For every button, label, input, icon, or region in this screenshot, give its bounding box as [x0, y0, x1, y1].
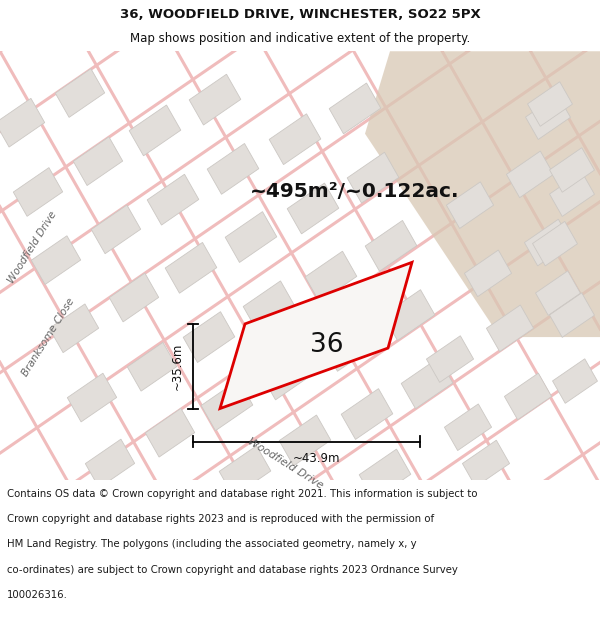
Polygon shape [261, 349, 313, 400]
Polygon shape [91, 205, 140, 254]
Text: ~35.6m: ~35.6m [170, 342, 184, 390]
Polygon shape [533, 221, 577, 266]
Polygon shape [446, 182, 494, 229]
Polygon shape [359, 449, 411, 500]
Polygon shape [550, 172, 595, 216]
Text: co-ordinates) are subject to Crown copyright and database rights 2023 Ordnance S: co-ordinates) are subject to Crown copyr… [7, 565, 458, 575]
Polygon shape [427, 336, 473, 382]
Polygon shape [55, 69, 104, 118]
Polygon shape [401, 358, 453, 409]
Polygon shape [127, 342, 176, 391]
Polygon shape [67, 373, 116, 422]
Polygon shape [85, 439, 134, 488]
Polygon shape [445, 404, 491, 451]
Polygon shape [207, 144, 259, 194]
Polygon shape [341, 389, 393, 439]
Polygon shape [183, 312, 235, 362]
Polygon shape [109, 273, 158, 322]
Polygon shape [550, 148, 595, 192]
Polygon shape [487, 305, 533, 352]
Text: Woodfield Drive: Woodfield Drive [245, 436, 325, 491]
Text: Branksome Close: Branksome Close [20, 296, 76, 378]
Polygon shape [219, 446, 271, 497]
Polygon shape [243, 281, 295, 332]
Text: 36: 36 [310, 331, 343, 357]
Polygon shape [165, 242, 217, 293]
Polygon shape [463, 440, 509, 487]
Text: ~43.9m: ~43.9m [293, 451, 340, 464]
Polygon shape [526, 95, 571, 139]
Polygon shape [506, 151, 554, 198]
Polygon shape [201, 380, 253, 431]
Text: ~495m²/~0.122ac.: ~495m²/~0.122ac. [250, 182, 460, 201]
Polygon shape [147, 174, 199, 225]
Polygon shape [145, 408, 194, 457]
Polygon shape [189, 74, 241, 125]
Polygon shape [365, 51, 600, 337]
Polygon shape [347, 152, 399, 203]
Polygon shape [49, 304, 98, 352]
Polygon shape [323, 321, 375, 371]
Text: Woodfield Drive: Woodfield Drive [6, 209, 58, 285]
Polygon shape [505, 373, 551, 420]
Polygon shape [269, 114, 321, 164]
Polygon shape [73, 137, 122, 186]
Polygon shape [527, 82, 572, 126]
Polygon shape [129, 105, 181, 156]
Text: HM Land Registry. The polygons (including the associated geometry, namely x, y: HM Land Registry. The polygons (includin… [7, 539, 417, 549]
Text: 100026316.: 100026316. [7, 590, 68, 600]
Polygon shape [287, 183, 339, 234]
Polygon shape [524, 219, 572, 266]
Polygon shape [383, 290, 435, 341]
Text: Contains OS data © Crown copyright and database right 2021. This information is : Contains OS data © Crown copyright and d… [7, 489, 478, 499]
Polygon shape [220, 262, 412, 409]
Text: 36, WOODFIELD DRIVE, WINCHESTER, SO22 5PX: 36, WOODFIELD DRIVE, WINCHESTER, SO22 5P… [119, 8, 481, 21]
Polygon shape [536, 271, 580, 316]
Polygon shape [0, 98, 44, 147]
Polygon shape [31, 236, 80, 284]
Polygon shape [305, 251, 357, 302]
Text: Crown copyright and database rights 2023 and is reproduced with the permission o: Crown copyright and database rights 2023… [7, 514, 434, 524]
Polygon shape [329, 83, 381, 134]
Polygon shape [225, 212, 277, 262]
Polygon shape [13, 168, 62, 216]
Polygon shape [553, 359, 598, 403]
Polygon shape [365, 221, 417, 271]
Polygon shape [550, 293, 595, 338]
Polygon shape [279, 415, 331, 466]
Text: Map shows position and indicative extent of the property.: Map shows position and indicative extent… [130, 32, 470, 45]
Polygon shape [464, 250, 512, 297]
